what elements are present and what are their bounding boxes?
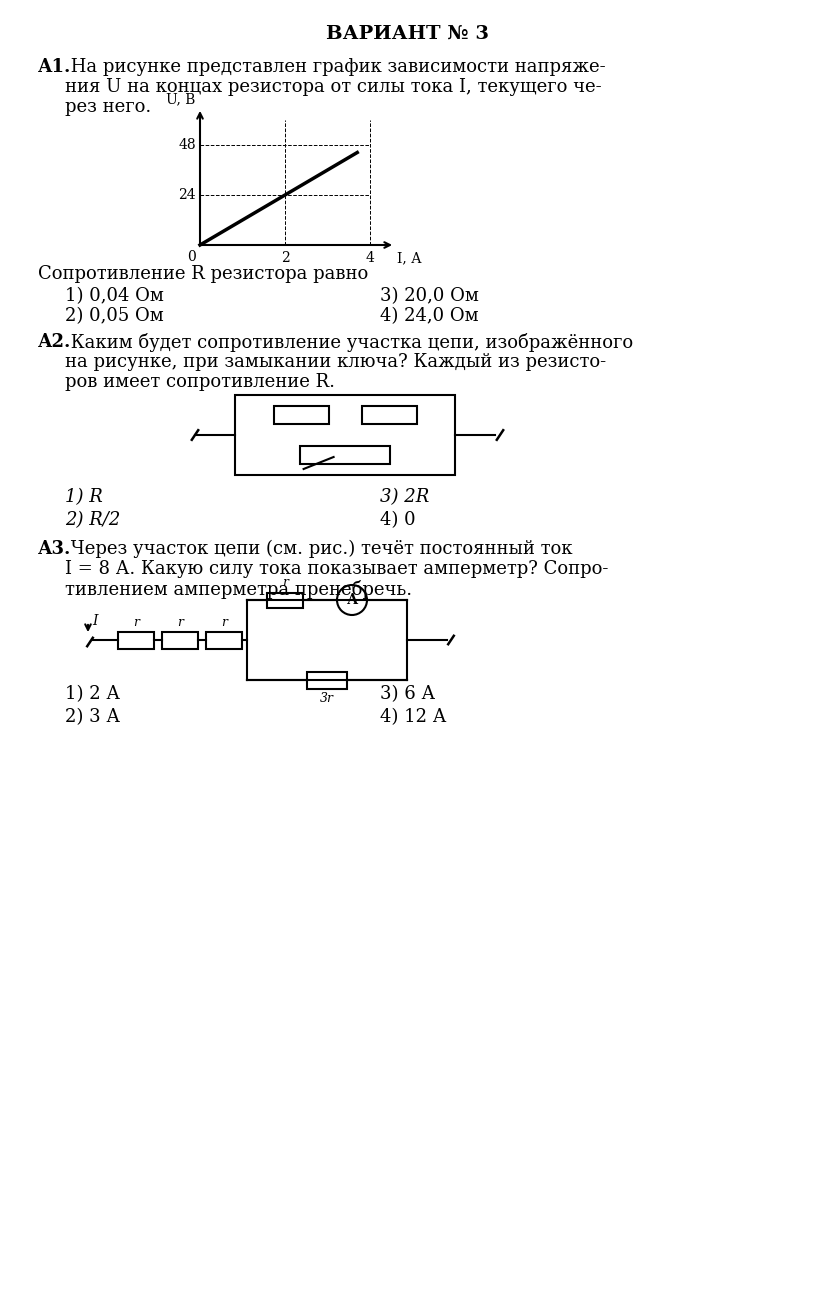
Text: А: А	[346, 593, 357, 608]
Text: I: I	[92, 614, 97, 628]
Text: 1) R: 1) R	[65, 488, 103, 506]
Text: 48: 48	[179, 138, 196, 152]
Text: рез него.: рез него.	[65, 98, 151, 116]
Text: 3) 2R: 3) 2R	[380, 488, 429, 506]
Text: 2) 3 А: 2) 3 А	[65, 708, 120, 726]
Text: ров имеет сопротивление R.: ров имеет сопротивление R.	[65, 373, 335, 391]
Text: 4: 4	[366, 252, 375, 264]
Text: 2) R/2: 2) R/2	[65, 511, 121, 529]
Text: U, В: U, В	[166, 92, 195, 106]
Text: 24: 24	[179, 188, 196, 203]
Text: 1) 2 А: 1) 2 А	[65, 685, 120, 703]
Text: Каким будет сопротивление участка цепи, изображённого: Каким будет сопротивление участка цепи, …	[65, 333, 633, 352]
Text: I, А: I, А	[397, 252, 422, 264]
Text: 3) 6 А: 3) 6 А	[380, 685, 435, 703]
Text: 4) 24,0 Ом: 4) 24,0 Ом	[380, 307, 479, 325]
Text: r: r	[221, 615, 227, 628]
Text: На рисунке представлен график зависимости напряже-: На рисунке представлен график зависимост…	[65, 58, 605, 76]
Text: 4) 0: 4) 0	[380, 511, 415, 529]
Text: 2: 2	[281, 252, 290, 264]
Text: 1) 0,04 Ом: 1) 0,04 Ом	[65, 286, 164, 304]
Text: 2) 0,05 Ом: 2) 0,05 Ом	[65, 307, 164, 325]
Text: r: r	[177, 615, 183, 628]
Text: на рисунке, при замыкании ключа? Каждый из резисто-: на рисунке, при замыкании ключа? Каждый …	[65, 353, 606, 372]
Text: 3) 20,0 Ом: 3) 20,0 Ом	[380, 286, 479, 304]
Text: 0: 0	[187, 250, 196, 264]
Text: r: r	[133, 615, 139, 628]
Text: 4) 12 А: 4) 12 А	[380, 708, 446, 726]
Text: А2.: А2.	[38, 333, 71, 351]
Text: I = 8 А. Какую силу тока показывает амперметр? Сопро-: I = 8 А. Какую силу тока показывает ампе…	[65, 560, 609, 578]
Text: 3r: 3r	[320, 691, 334, 704]
Text: r: r	[282, 577, 288, 590]
Text: ВАРИАНТ № 3: ВАРИАНТ № 3	[326, 25, 490, 43]
Text: тивлением амперметра пренебречь.: тивлением амперметра пренебречь.	[65, 580, 412, 599]
Text: Через участок цепи (см. рис.) течёт постоянный ток: Через участок цепи (см. рис.) течёт пост…	[65, 541, 573, 559]
Text: ния U на концах резистора от силы тока I, текущего че-: ния U на концах резистора от силы тока I…	[65, 77, 601, 95]
Text: А1.: А1.	[38, 58, 71, 76]
Text: А3.: А3.	[38, 541, 71, 559]
Text: Сопротивление R резистора равно: Сопротивление R резистора равно	[38, 264, 368, 283]
